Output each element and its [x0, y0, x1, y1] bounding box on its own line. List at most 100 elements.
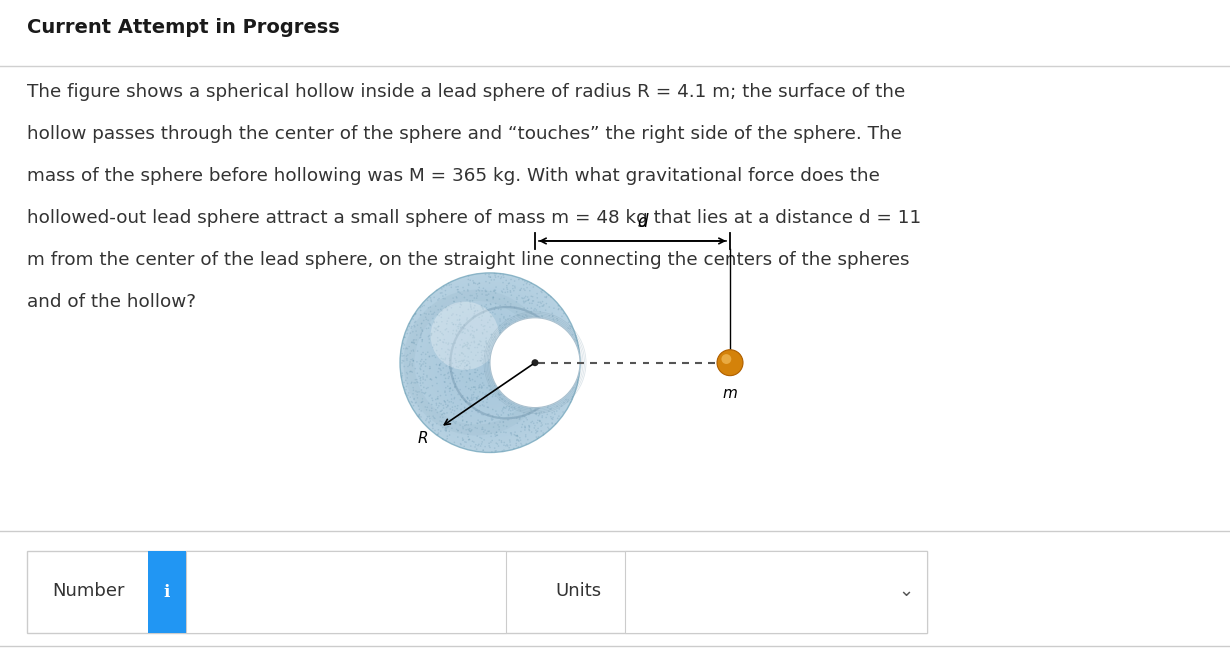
Circle shape	[554, 411, 555, 413]
Circle shape	[478, 385, 480, 387]
Circle shape	[422, 391, 423, 393]
Circle shape	[508, 409, 509, 411]
Circle shape	[494, 447, 496, 449]
Circle shape	[456, 415, 458, 417]
Circle shape	[467, 330, 469, 332]
Circle shape	[444, 359, 446, 361]
Circle shape	[481, 290, 483, 292]
Circle shape	[470, 352, 472, 353]
Circle shape	[449, 401, 450, 403]
Circle shape	[462, 346, 464, 347]
Circle shape	[554, 413, 556, 415]
Text: hollowed-out lead sphere attract a small sphere of mass m = 48 kg that lies at a: hollowed-out lead sphere attract a small…	[27, 209, 921, 227]
Circle shape	[471, 327, 474, 328]
Circle shape	[480, 360, 481, 361]
Circle shape	[481, 437, 482, 439]
Circle shape	[481, 372, 482, 374]
Circle shape	[477, 284, 478, 285]
Circle shape	[462, 331, 464, 333]
Circle shape	[429, 307, 432, 308]
Circle shape	[458, 286, 459, 288]
Circle shape	[466, 299, 467, 301]
Circle shape	[522, 279, 524, 281]
Circle shape	[542, 305, 544, 307]
Circle shape	[427, 376, 428, 378]
Circle shape	[525, 283, 528, 284]
Circle shape	[470, 344, 471, 346]
Circle shape	[552, 417, 554, 418]
Circle shape	[478, 283, 481, 284]
Circle shape	[422, 382, 423, 383]
Circle shape	[444, 413, 445, 415]
Circle shape	[464, 344, 466, 346]
Circle shape	[474, 307, 475, 309]
Circle shape	[438, 309, 439, 311]
Circle shape	[460, 408, 462, 410]
Circle shape	[536, 431, 538, 432]
Circle shape	[475, 310, 476, 312]
Circle shape	[487, 322, 488, 324]
Circle shape	[530, 283, 533, 284]
Circle shape	[472, 359, 474, 361]
Circle shape	[412, 349, 415, 351]
Circle shape	[462, 428, 464, 430]
Circle shape	[510, 319, 512, 321]
Circle shape	[478, 344, 480, 346]
Circle shape	[458, 324, 460, 326]
Circle shape	[530, 296, 533, 297]
Circle shape	[569, 325, 571, 327]
Circle shape	[455, 359, 456, 361]
Circle shape	[536, 413, 538, 414]
Circle shape	[533, 286, 534, 288]
Circle shape	[462, 311, 464, 313]
Circle shape	[551, 422, 554, 424]
Circle shape	[498, 416, 499, 417]
Circle shape	[442, 348, 443, 350]
Circle shape	[474, 305, 476, 307]
Circle shape	[471, 395, 472, 396]
Circle shape	[483, 346, 486, 348]
Circle shape	[438, 432, 439, 434]
Circle shape	[522, 316, 524, 317]
Circle shape	[440, 370, 442, 371]
Circle shape	[459, 292, 461, 294]
Circle shape	[476, 428, 478, 429]
Circle shape	[480, 437, 481, 438]
Circle shape	[460, 303, 461, 305]
Circle shape	[577, 345, 579, 347]
Circle shape	[544, 411, 545, 413]
Circle shape	[492, 324, 493, 326]
Circle shape	[430, 301, 499, 370]
Circle shape	[424, 393, 426, 395]
Circle shape	[561, 309, 562, 311]
Circle shape	[551, 423, 554, 424]
Circle shape	[458, 416, 459, 418]
Circle shape	[472, 337, 474, 339]
Circle shape	[459, 320, 460, 321]
Circle shape	[517, 436, 519, 437]
Circle shape	[490, 362, 491, 363]
Circle shape	[496, 432, 497, 433]
Circle shape	[528, 428, 530, 430]
Circle shape	[445, 352, 446, 353]
Circle shape	[474, 386, 475, 388]
Circle shape	[539, 412, 540, 413]
Circle shape	[499, 305, 501, 307]
Circle shape	[470, 302, 471, 303]
Circle shape	[475, 387, 476, 388]
Circle shape	[454, 327, 526, 398]
Circle shape	[536, 304, 539, 306]
Circle shape	[417, 372, 418, 374]
Circle shape	[528, 299, 529, 301]
Circle shape	[469, 374, 471, 375]
Circle shape	[445, 407, 448, 408]
Circle shape	[461, 437, 464, 439]
Circle shape	[718, 351, 742, 374]
Circle shape	[503, 316, 504, 318]
Circle shape	[429, 378, 430, 380]
Circle shape	[515, 443, 517, 444]
Circle shape	[481, 353, 499, 372]
Circle shape	[462, 345, 465, 347]
Circle shape	[408, 363, 411, 365]
Circle shape	[491, 432, 492, 434]
